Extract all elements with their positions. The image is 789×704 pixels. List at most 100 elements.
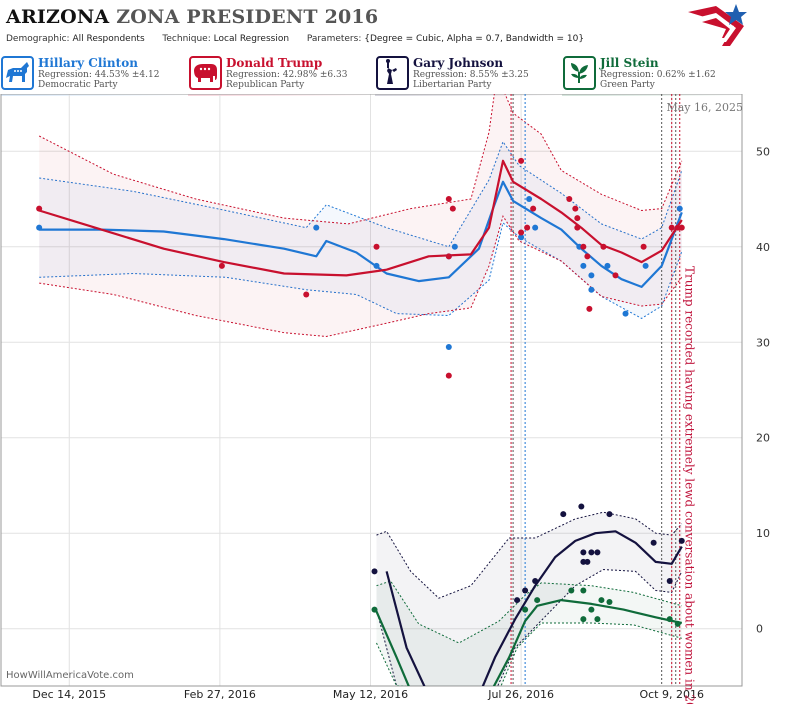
parameters-label: Parameters: bbox=[306, 34, 362, 44]
point-johnson bbox=[584, 558, 591, 565]
point-clinton bbox=[532, 224, 539, 231]
line-trump bbox=[38, 159, 683, 277]
x-tick-label: May 12, 2016 bbox=[333, 688, 408, 701]
band-upper-stein bbox=[376, 580, 682, 644]
point-trump bbox=[445, 253, 452, 260]
point-trump bbox=[566, 196, 573, 203]
point-trump bbox=[612, 272, 619, 279]
candidate-regression: Regression: 8.55% ±3.25 bbox=[413, 70, 529, 80]
point-clinton bbox=[526, 196, 533, 203]
point-johnson bbox=[588, 549, 595, 556]
point-clinton bbox=[642, 262, 649, 269]
point-trump bbox=[445, 196, 452, 203]
point-johnson bbox=[606, 511, 613, 518]
band-upper-johnson bbox=[376, 511, 683, 599]
y-tick-label: 40 bbox=[756, 241, 770, 254]
point-johnson bbox=[594, 549, 601, 556]
y-tick-label: 0 bbox=[756, 623, 763, 636]
point-clinton bbox=[518, 234, 525, 241]
confidence-bands bbox=[38, 94, 683, 686]
plot-frame bbox=[0, 94, 743, 687]
point-stein bbox=[534, 597, 541, 604]
band-lower-trump bbox=[39, 215, 683, 338]
point-stein bbox=[588, 606, 595, 613]
event-annotation: Trump recorded having extremely lewd con… bbox=[683, 266, 697, 704]
point-trump bbox=[524, 224, 531, 231]
watermark: HowWillAmericaVote.com bbox=[6, 670, 134, 681]
band-johnson bbox=[376, 512, 682, 686]
candidate-party: Republican Party bbox=[226, 80, 305, 90]
candidate-party: Green Party bbox=[600, 80, 655, 90]
point-trump bbox=[445, 372, 452, 379]
point-trump bbox=[449, 205, 456, 212]
line-johnson bbox=[385, 530, 683, 686]
point-johnson bbox=[650, 539, 657, 546]
point-stein bbox=[580, 616, 587, 623]
point-trump bbox=[580, 243, 587, 250]
point-trump bbox=[640, 243, 647, 250]
title-state: ARIZONA bbox=[6, 6, 110, 28]
regression-lines bbox=[38, 159, 683, 686]
point-trump bbox=[36, 205, 43, 212]
point-clinton bbox=[313, 224, 320, 231]
candidate-name: Hillary Clinton bbox=[38, 56, 138, 70]
point-stein bbox=[594, 616, 601, 623]
point-johnson bbox=[514, 597, 521, 604]
point-clinton bbox=[451, 243, 458, 250]
x-axis-ticks: Dec 14, 2015 Feb 27, 2016 May 12, 2016 Jul … bbox=[32, 688, 704, 701]
x-tick-label: Feb 27, 2016 bbox=[184, 688, 256, 701]
y-tick-label: 10 bbox=[756, 527, 770, 540]
technique-label: Technique: bbox=[162, 34, 211, 44]
point-trump bbox=[600, 243, 607, 250]
point-stein bbox=[666, 616, 673, 623]
point-clinton bbox=[580, 262, 587, 269]
point-trump bbox=[518, 157, 525, 164]
band-lower-stein bbox=[376, 622, 682, 686]
title-rest: ZONA PRESIDENT 2016 bbox=[116, 6, 379, 28]
point-stein bbox=[580, 587, 587, 594]
demographic-value: All Respondents bbox=[72, 34, 145, 44]
point-johnson bbox=[678, 537, 685, 544]
point-trump bbox=[303, 291, 310, 298]
candidate-name: Donald Trump bbox=[226, 56, 323, 70]
liberty-torch-icon bbox=[376, 56, 409, 90]
point-stein bbox=[371, 606, 378, 613]
candidate-party: Libertarian Party bbox=[413, 80, 492, 90]
point-trump bbox=[678, 224, 685, 231]
point-stein bbox=[568, 587, 575, 594]
point-clinton bbox=[36, 224, 43, 231]
point-trump bbox=[373, 243, 380, 250]
candidate-party: Democratic Party bbox=[38, 80, 118, 90]
point-trump bbox=[574, 224, 581, 231]
y-tick-label: 50 bbox=[756, 145, 770, 158]
point-clinton bbox=[676, 205, 683, 212]
site-logo-icon bbox=[688, 4, 747, 46]
demographic-label: Demographic: bbox=[6, 34, 70, 44]
event-markers bbox=[510, 94, 681, 686]
y-tick-label: 20 bbox=[756, 432, 770, 445]
point-johnson bbox=[532, 577, 539, 584]
x-tick-label: Oct 9, 2016 bbox=[639, 688, 704, 701]
parameters-value: {Degree = Cubic, Alpha = 0.7, Bandwidth … bbox=[364, 34, 585, 44]
point-johnson bbox=[560, 511, 567, 518]
x-tick-label: Dec 14, 2015 bbox=[32, 688, 106, 701]
point-stein bbox=[674, 620, 681, 627]
candidate-name: Gary Johnson bbox=[413, 56, 504, 70]
candidate-card-trump: Donald Trump Regression: 42.98% ±6.33 Re… bbox=[188, 54, 374, 92]
point-trump bbox=[574, 215, 581, 222]
y-tick-label: 30 bbox=[756, 336, 770, 349]
point-clinton bbox=[604, 262, 611, 269]
point-clinton bbox=[622, 310, 629, 317]
x-tick-label: Jul 26, 2016 bbox=[487, 688, 554, 701]
candidate-name: Jill Stein bbox=[600, 56, 659, 70]
candidate-card-clinton: Hillary Clinton Regression: 44.53% ±4.12… bbox=[0, 54, 186, 92]
candidate-card-stein: Jill Stein Regression: 0.62% ±1.62 Green… bbox=[562, 54, 748, 92]
point-trump bbox=[518, 229, 525, 236]
y-axis-ticks: 0 10 20 30 40 50 bbox=[756, 145, 770, 635]
parameters-line: Demographic: All Respondents Technique: … bbox=[6, 34, 584, 44]
technique-value: Local Regression bbox=[213, 34, 290, 44]
date-stamp: May 16, 2025 bbox=[666, 101, 743, 114]
elephant-icon bbox=[189, 56, 222, 90]
point-trump bbox=[586, 305, 593, 312]
point-johnson bbox=[578, 503, 585, 510]
